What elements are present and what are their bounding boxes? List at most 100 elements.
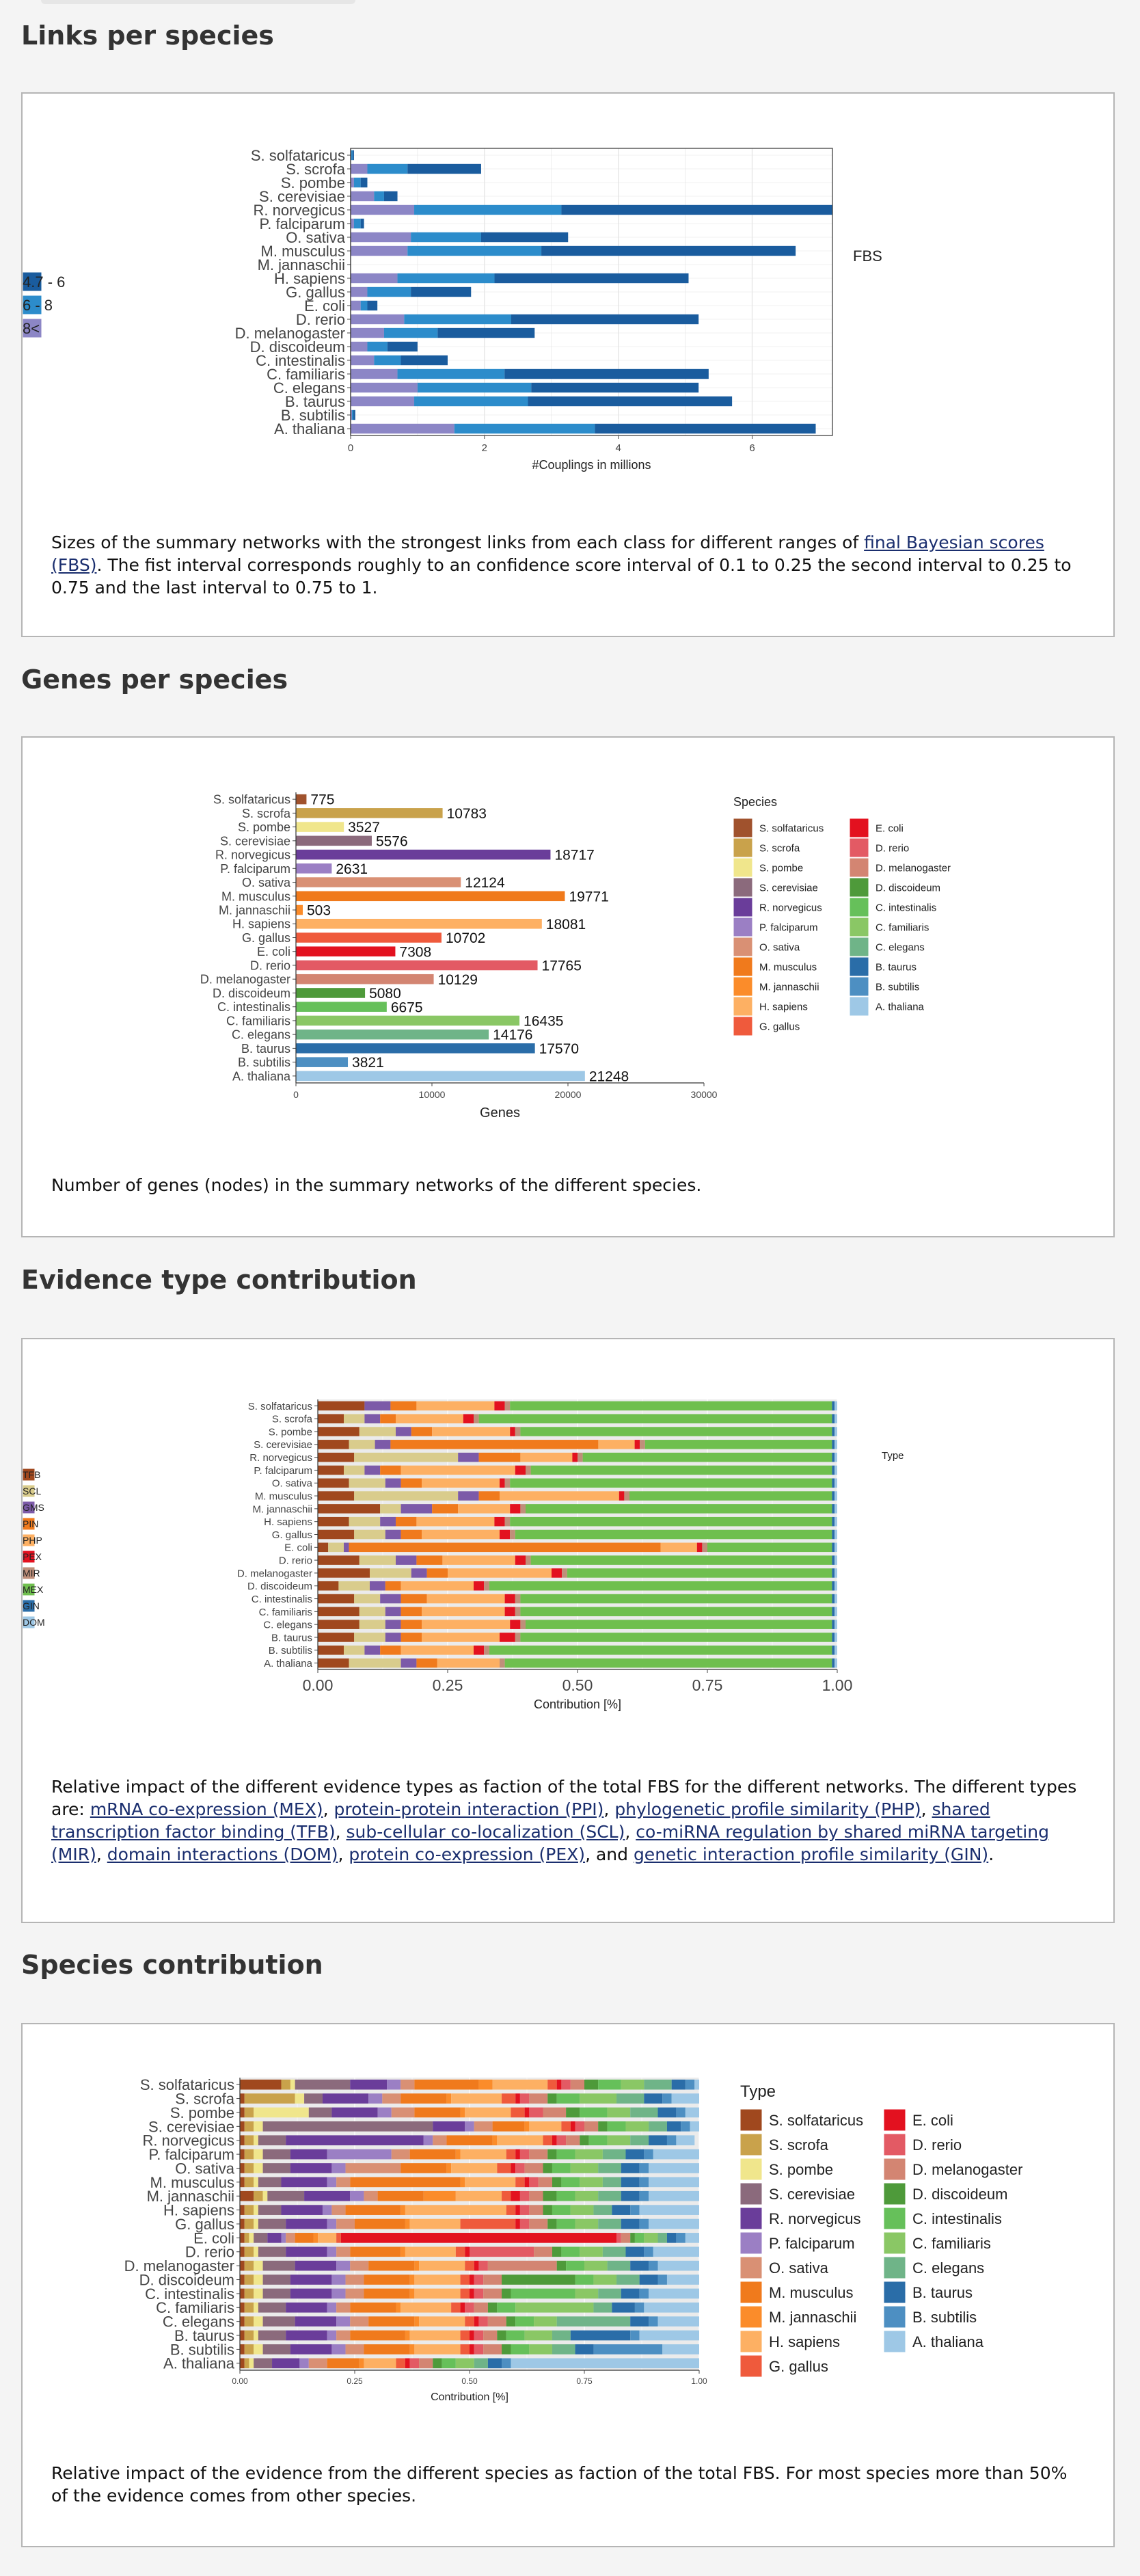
bar-segment-a-thaliana-g-gallus [649,2218,699,2229]
bar-segment-b-subtilis-d-discoideum [657,2275,667,2285]
y-tick-label: O. sativa [175,2160,235,2177]
link-ppi[interactable]: protein-protein interaction (PPI) [334,1799,604,1819]
x-axis-label: #Couplings in millions [532,458,651,472]
legend-swatch [883,2158,906,2181]
bar-mir-s-scrofa [474,1414,479,1423]
bar-segment-b-subtilis-a-thaliana [502,2358,511,2369]
bar-segment-d-rerio-h-sapiens [519,2205,530,2215]
bar-pex-s-pombe [510,1427,515,1436]
bar-segment-d-melanogaster-s-scrofa [529,2093,548,2104]
bar-pin-c-intestinalis [401,1594,427,1604]
bar-segment-s-pombe-d-melanogaster [254,2260,263,2271]
link-scl[interactable]: sub-cellular co-localization (SCL) [346,1822,625,1842]
y-tick-label: M. musculus [221,889,290,903]
bar-segment-c-familiaris-m-musculus [580,2177,603,2188]
bar-segment-e-coli-e-coli [340,2233,617,2243]
legend-label: H. sapiens [769,2333,840,2350]
y-tick-label: C. intestinalis [217,1000,290,1014]
link-final-bayesian-scores[interactable]: final Bayesian scores (FBS) [51,533,1044,575]
link-pex[interactable]: protein co-expression (PEX) [349,1844,586,1864]
bar-segment-o-sativa-s-cerevisiae [474,2121,493,2132]
bar-segment-b-subtilis-m-musculus [639,2177,649,2188]
bar-pin-a-thaliana [416,1658,437,1668]
bar-segment-g-gallus-d-rerio [455,2246,465,2257]
bar-tfb-s-solfataricus [318,1401,365,1411]
bar-segment-r-norvegicus-d-melanogaster [295,2260,337,2271]
bar-segment-b-subtilis-d-melanogaster [649,2260,658,2271]
bar-segment-c-intestinalis-d-melanogaster [566,2260,584,2271]
link-gin[interactable]: genetic interaction profile similarity (… [633,1844,989,1864]
bar-segment-c-elegans-s-solfataricus [644,2079,672,2090]
bar-segment-c-intestinalis-h-sapiens [552,2205,571,2215]
bar-segment-b-subtilis-b-subtilis [593,2344,663,2354]
bar-gin-b-taurus [832,1633,835,1642]
link-php[interactable]: phylogenetic profile similarity (PHP) [614,1799,921,1819]
link-dom[interactable]: domain interactions (DOM) [107,1844,338,1864]
bar-segment-m-jannaschii-a-thaliana [359,2358,364,2369]
y-tick-label: D. discoideum [139,2271,234,2288]
bar-tfb-d-melanogaster [318,1568,370,1578]
bar-segment-d-discoideum-d-discoideum [502,2275,575,2285]
legend-swatch [739,2207,763,2230]
link-mir[interactable]: co-miRNA regulation by shared miRNA targ… [51,1822,1049,1864]
bar-segment-d-melanogaster-g-gallus [529,2218,548,2229]
bar-segment-h-sapiens-r-norvegicus [497,2135,543,2146]
bar-mir-g-gallus [510,1529,515,1540]
bar-8-s-pombe [351,177,354,188]
bar-mex-e-coli [707,1542,832,1553]
bar-4-7-6-c-familiaris [504,368,709,379]
bar-segment-r-norvegicus-g-gallus [286,2218,327,2229]
bar-pin-s-cerevisiae [390,1440,599,1449]
bar-6-8-s-pombe [353,177,361,188]
bar-segment-a-thaliana-s-pombe [685,2107,699,2118]
bar-segment-c-elegans-c-elegans [556,2316,631,2327]
bar-segment-b-taurus-g-gallus [621,2218,640,2229]
y-tick-label: B. taurus [271,1632,312,1643]
caption-genes: Number of genes (nodes) in the summary n… [51,1174,1087,1196]
bar-dom-c-elegans [834,1620,837,1629]
section-title-genes: Genes per species [21,665,288,695]
bar-segment-p-falciparum-e-coli [281,2233,286,2243]
y-tick-label: S. pombe [281,174,345,191]
bar-segment-e-coli-s-scrofa [515,2093,520,2104]
bar-gms-e-coli [344,1542,349,1553]
bar-8-s-cerevisiae [351,191,375,202]
data-label: 3821 [352,1055,384,1071]
bar-segment-m-jannaschii-c-elegans [414,2316,420,2327]
data-label: 18081 [546,917,586,933]
link-mex[interactable]: mRNA co-expression (MEX) [90,1799,323,1819]
bar-segment-p-falciparum-s-scrofa [368,2093,383,2104]
bar-segment-m-jannaschii-g-gallus [405,2218,410,2229]
bar-gin-s-solfataricus [832,1401,835,1411]
bar-gin-s-pombe [832,1427,835,1436]
bar-pin-m-jannaschii [432,1504,459,1514]
y-tick-label: S. pombe [238,820,290,834]
legend-swatch [849,818,869,838]
bar-gms-s-cerevisiae [375,1440,391,1449]
bar-segment-m-jannaschii-r-norvegicus [492,2135,498,2146]
bar-mir-m-musculus [624,1491,629,1501]
bar-segment-b-subtilis-b-taurus [630,2330,640,2341]
bar-pin-c-familiaris [401,1607,422,1617]
top-tab-strip [41,0,355,4]
bar-segment-a-thaliana-d-melanogaster [657,2260,699,2271]
data-label: 5576 [376,833,408,849]
x-tick-label: 20000 [555,1089,582,1100]
legend-swatch [23,1566,36,1580]
bar-segment-b-subtilis-s-cerevisiae [681,2121,690,2132]
bar-segment-s-cerevisiae-r-norvegicus [258,2135,286,2146]
bar-segment-p-falciparum-b-subtilis [331,2344,346,2354]
bar-segment-s-solfataricus-a-thaliana [240,2358,245,2369]
bar-segment-d-rerio-p-falciparum [519,2149,530,2160]
bar-segment-r-norvegicus-s-solfataricus [350,2079,388,2090]
link-tfb[interactable]: shared transcription factor binding (TFB… [51,1799,990,1842]
y-tick-label: D. melanogaster [237,1568,312,1579]
bar-segment-g-gallus-a-thaliana [396,2358,405,2369]
bar-segment-h-sapiens-a-thaliana [364,2358,396,2369]
bar-segment-e-coli-h-sapiens [515,2205,520,2215]
data-label: 5080 [369,986,401,1002]
bar-dom-d-melanogaster [834,1568,837,1578]
bar-segment-s-cerevisiae-m-jannaschii [267,2190,305,2201]
bar-gin-r-norvegicus [832,1452,835,1462]
bar-segment-h-sapiens-h-sapiens [405,2205,506,2215]
